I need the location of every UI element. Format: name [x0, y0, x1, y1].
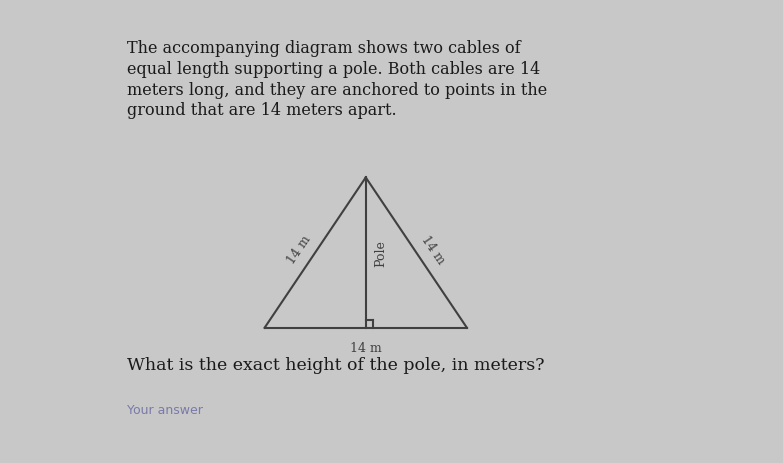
Text: Pole: Pole [374, 240, 387, 267]
Text: 14 m: 14 m [284, 233, 313, 266]
Text: The accompanying diagram shows two cables of: The accompanying diagram shows two cable… [127, 40, 520, 57]
Text: 14 m: 14 m [350, 341, 381, 354]
Text: equal length supporting a pole. Both cables are 14: equal length supporting a pole. Both cab… [127, 61, 539, 78]
Text: What is the exact height of the pole, in meters?: What is the exact height of the pole, in… [127, 356, 544, 373]
Text: Your answer: Your answer [127, 403, 203, 416]
Text: 14 m: 14 m [418, 233, 447, 266]
Text: meters long, and they are anchored to points in the: meters long, and they are anchored to po… [127, 81, 547, 99]
Text: ground that are 14 meters apart.: ground that are 14 meters apart. [127, 102, 396, 119]
